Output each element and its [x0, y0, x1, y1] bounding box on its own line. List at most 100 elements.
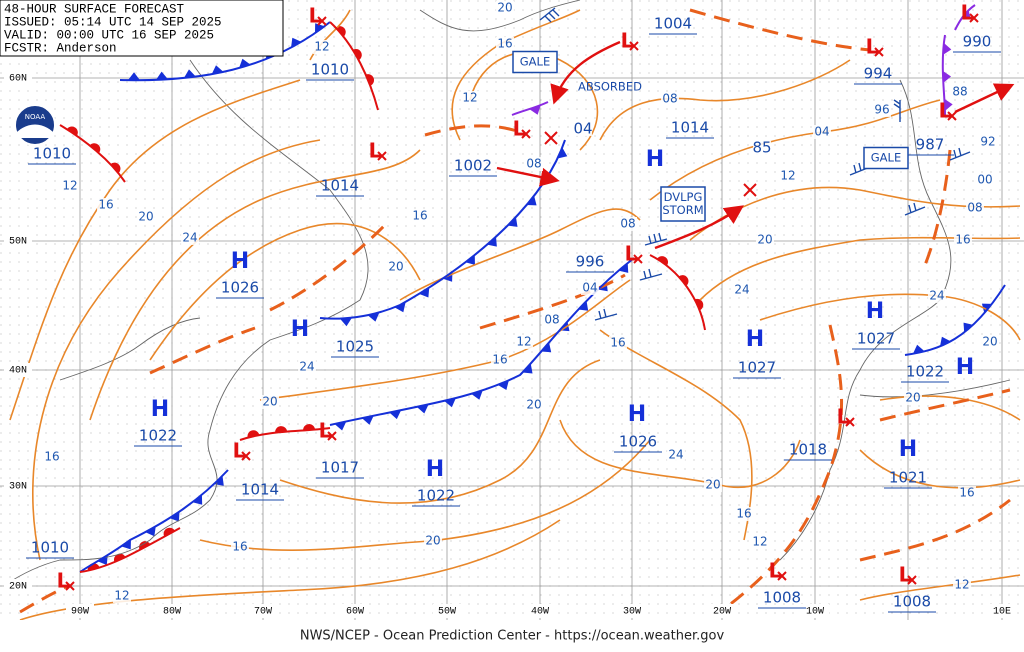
isobar-label: 12: [516, 335, 531, 349]
pressure-label: 990: [963, 33, 992, 51]
isobar-label-bg: [581, 281, 599, 295]
low-symbol: L: [513, 117, 526, 141]
lon-label-box: [708, 604, 736, 618]
isobar-label: 20: [425, 534, 440, 548]
isobar-label: 12: [954, 578, 969, 592]
isobar-label: 08: [544, 313, 559, 327]
high-symbol: H: [151, 397, 169, 422]
isobar-label: 12: [314, 40, 329, 54]
pressure-label: 1014: [671, 119, 709, 137]
high-symbol: H: [956, 355, 974, 380]
isobar-label: 24: [929, 289, 944, 303]
isobar-label: 16: [44, 450, 59, 464]
front-barb: [557, 147, 568, 159]
isobar-label: 16: [497, 37, 512, 51]
warning-text: GALE: [871, 151, 901, 165]
lon-label: 90W: [71, 607, 89, 618]
low-center-x: [777, 571, 787, 581]
isobar-label-bg: [525, 157, 543, 171]
isobar-label-bg: [704, 478, 722, 492]
pressure-label: 1008: [763, 589, 801, 607]
lon-label-box: [341, 604, 369, 618]
pressure-label: 1026: [221, 279, 259, 297]
high-symbol: H: [231, 249, 249, 274]
lon-label: 70W: [254, 607, 272, 618]
lat-label-box: [4, 71, 32, 85]
low-symbol: L: [625, 242, 638, 266]
front-barb: [238, 58, 251, 69]
isobar-label-bg: [491, 353, 509, 367]
isobar-label-bg: [958, 486, 976, 500]
isobar-label: 88: [952, 85, 967, 99]
front-barb: [942, 70, 952, 83]
front-barb: [127, 72, 140, 81]
isobar-label-bg: [813, 125, 831, 139]
warning-text: GALE: [520, 55, 550, 69]
warm-front-bump: [247, 430, 260, 438]
isobar-label: 08: [620, 217, 635, 231]
isobar-label-bg: [976, 173, 994, 187]
front-barb: [394, 302, 406, 313]
lon-label-box: [618, 604, 646, 618]
low-center-x: [907, 575, 917, 585]
isobar-label: 20: [982, 335, 997, 349]
isobar-label-bg: [609, 336, 627, 350]
isobar-label: 12: [62, 179, 77, 193]
pressure-label: 1014: [321, 177, 359, 195]
lon-label-box: [988, 604, 1016, 618]
lon-label-box: [801, 604, 829, 618]
front-barb: [155, 71, 168, 80]
lon-label-box: [249, 604, 277, 618]
warm-front-bump: [335, 26, 346, 37]
isobar-label: 16: [955, 233, 970, 247]
isobar-label-bg: [753, 141, 771, 155]
header-line: ISSUED: 05:14 UTC 14 SEP 2025: [4, 15, 222, 29]
warning-box: [512, 50, 558, 74]
front-barb: [529, 105, 541, 115]
lon-label: 10E: [993, 607, 1011, 618]
isobar-label: 85: [752, 139, 771, 157]
isobar-label-bg: [733, 283, 751, 297]
troughs: [19, 8, 1011, 614]
isobar-label-bg: [261, 395, 279, 409]
pressure-label: 1027: [857, 330, 895, 348]
pressure-label: 1022: [906, 363, 944, 381]
lat-label: 30N: [9, 482, 27, 493]
low-symbol: L: [309, 4, 322, 28]
front-barb: [944, 98, 953, 111]
lon-label: 10W: [806, 607, 824, 618]
lon-label-box: [158, 604, 186, 618]
warning-text: DVLPG: [664, 190, 703, 204]
isobar-label-bg: [873, 103, 891, 117]
low-center-x: [969, 13, 979, 23]
lat-label: 20N: [9, 582, 27, 593]
warm-front-bump: [110, 162, 121, 174]
front-barb: [942, 42, 952, 55]
lon-label: 20W: [713, 607, 731, 618]
lat-label-box: [4, 363, 32, 377]
isobar-label: 24: [734, 283, 749, 297]
lon-label: 80W: [163, 607, 181, 618]
high-symbol: H: [291, 317, 309, 342]
footer-band: [0, 620, 1024, 652]
pressure-label: 1022: [417, 487, 455, 505]
noaa-logo: NOAA: [14, 104, 56, 146]
lat-label-box: [4, 234, 32, 248]
lat-label-box: [4, 479, 32, 493]
low-symbol: L: [769, 559, 782, 583]
isobar-label-bg: [496, 1, 514, 15]
isobar-label: 04: [573, 120, 592, 138]
lon-label-box: [526, 604, 554, 618]
isobar-label: 96: [874, 103, 889, 117]
isobar-label: 08: [526, 157, 541, 171]
lat-label-box: [4, 579, 32, 593]
isobar-label: 04: [582, 281, 597, 295]
isobar-label-bg: [667, 448, 685, 462]
low-symbol: L: [57, 569, 70, 593]
front-barb: [497, 380, 509, 391]
high-symbol: H: [628, 402, 646, 427]
isobar-label: 20: [905, 391, 920, 405]
isobar-label: 16: [98, 198, 113, 212]
isobar-label: 12: [752, 535, 767, 549]
isobar-label: 12: [780, 169, 795, 183]
